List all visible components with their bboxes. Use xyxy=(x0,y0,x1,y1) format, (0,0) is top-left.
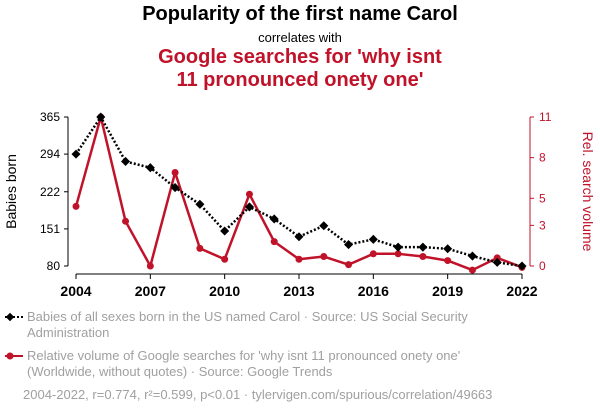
x-axis-tick-label: 2019 xyxy=(432,283,463,299)
x-axis-tick-label: 2022 xyxy=(506,283,537,299)
left-axis-tick-label: 80 xyxy=(47,259,61,273)
chart-title-secondary: Google searches for 'why isnt 11 pronoun… xyxy=(0,46,600,92)
series-searches-point xyxy=(146,262,154,270)
left-axis-tick-label: 294 xyxy=(40,147,60,161)
series-babies-point xyxy=(71,149,81,159)
legend-item-searches: Relative volume of Google searches for '… xyxy=(4,348,504,380)
left-axis-tick-label: 222 xyxy=(40,185,60,199)
series-babies-point xyxy=(418,242,428,252)
series-babies-point xyxy=(195,199,205,209)
series-searches-point xyxy=(345,261,353,269)
x-axis-tick-label: 2007 xyxy=(135,283,166,299)
series-searches-point xyxy=(394,250,402,258)
right-axis-tick-label: 11 xyxy=(539,110,552,124)
x-axis-tick-label: 2016 xyxy=(358,283,389,299)
series-searches-point xyxy=(419,253,427,261)
series-searches-point xyxy=(444,257,452,265)
series-babies-point xyxy=(443,244,453,254)
right-axis-tick-label: 8 xyxy=(539,151,546,165)
series-searches-point xyxy=(320,253,328,261)
right-axis-tick-label: 5 xyxy=(539,191,546,205)
series-babies-point xyxy=(96,112,106,122)
series-babies-point xyxy=(344,240,354,250)
series-searches-point xyxy=(295,255,303,263)
legend-text-babies: Babies of all sexes born in the US named… xyxy=(27,309,468,340)
legend-text-searches: Relative volume of Google searches for '… xyxy=(27,348,461,379)
series-babies-point xyxy=(220,226,230,236)
x-axis-tick-label: 2013 xyxy=(283,283,314,299)
series-babies-line xyxy=(74,114,523,268)
legend-item-babies: Babies of all sexes born in the US named… xyxy=(4,309,504,341)
series-searches-point xyxy=(122,217,130,225)
series-searches-point xyxy=(221,255,229,263)
series-searches-point xyxy=(245,190,253,198)
series-searches-point xyxy=(72,202,80,210)
chart-title-secondary-line2: 11 pronounced onety one' xyxy=(176,69,424,91)
series-searches-line xyxy=(74,115,523,272)
series-babies-point xyxy=(170,183,180,193)
right-axis-tick-label: 3 xyxy=(539,218,546,232)
series-babies-point xyxy=(294,232,304,242)
series-searches-point xyxy=(369,250,377,258)
right-axis-label: Rel. search volume xyxy=(580,132,596,252)
x-axis-tick-label: 2004 xyxy=(60,283,91,299)
right-axis-tick-label: 0 xyxy=(539,259,546,273)
left-axis-tick-label: 365 xyxy=(40,110,60,124)
series-searches-point xyxy=(270,238,278,246)
series-searches-point xyxy=(171,169,179,177)
chart-title: Popularity of the first name Carol xyxy=(142,3,458,25)
series-searches-point xyxy=(196,244,204,252)
legend-marker-searches xyxy=(5,352,23,360)
series-babies-point xyxy=(244,202,254,212)
series-babies-point xyxy=(368,234,378,244)
chart-footer: 2004-2022, r=0.774, r²=0.599, p<0.01 · t… xyxy=(23,387,493,402)
series-babies-point xyxy=(121,156,131,166)
series-searches-point xyxy=(468,266,476,274)
series-babies-point xyxy=(393,242,403,252)
series-babies-point xyxy=(319,221,329,231)
series-babies-point xyxy=(517,261,527,271)
left-axis-label: Babies born xyxy=(3,154,19,229)
legend-marker-babies xyxy=(5,312,23,322)
left-axis-tick-label: 151 xyxy=(40,222,60,236)
chart-subtitle: correlates with xyxy=(258,30,342,45)
chart-title-secondary-line1: Google searches for 'why isnt xyxy=(158,46,442,68)
series-babies-point xyxy=(145,163,155,173)
series-babies-point xyxy=(467,251,477,261)
x-axis-tick-label: 2010 xyxy=(209,283,240,299)
